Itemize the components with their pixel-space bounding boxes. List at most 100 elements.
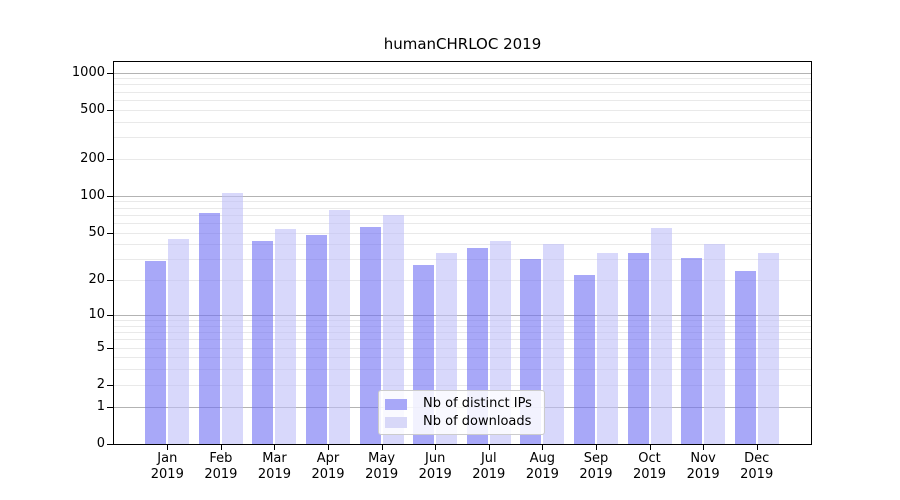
y-tick-label: 50 xyxy=(88,224,105,240)
minor-gridline xyxy=(113,222,812,224)
x-tick xyxy=(649,445,651,450)
x-tick xyxy=(435,445,437,450)
x-tick-year: 2019 xyxy=(525,467,559,482)
bar-downloads-feb xyxy=(221,193,243,444)
x-tick xyxy=(274,445,276,450)
y-tick xyxy=(107,232,113,234)
y-tick xyxy=(107,280,113,282)
minor-gridline xyxy=(113,84,812,86)
x-tick xyxy=(488,445,490,450)
bar-downloads-dec xyxy=(757,252,779,444)
x-tick-label: Apr 2019 xyxy=(296,451,360,483)
minor-gridline xyxy=(113,99,812,101)
x-tick-label: Mar 2019 xyxy=(242,451,306,483)
x-tick-month: Oct xyxy=(638,451,661,466)
legend: Nb of distinct IPs Nb of downloads xyxy=(378,390,545,435)
y-tick xyxy=(107,406,113,408)
major-gridline xyxy=(113,72,812,74)
y-tick xyxy=(107,195,113,197)
x-tick-label: Dec 2019 xyxy=(725,451,789,483)
bar-distinct-ips-oct xyxy=(627,252,649,444)
x-tick-year: 2019 xyxy=(686,467,720,482)
x-tick-month: Jun xyxy=(425,451,446,466)
x-tick-month: Nov xyxy=(690,451,716,466)
bar-distinct-ips-apr xyxy=(306,234,328,444)
y-tick xyxy=(107,158,113,160)
y-tick-label: 10 xyxy=(88,307,105,323)
left-spine xyxy=(113,61,114,445)
x-tick-year: 2019 xyxy=(472,467,506,482)
x-tick-month: Aug xyxy=(529,451,556,466)
x-tick-month: May xyxy=(368,451,396,466)
x-tick-year: 2019 xyxy=(311,467,345,482)
plot-area xyxy=(113,61,812,444)
bar-downloads-jan xyxy=(168,239,190,444)
bar-downloads-aug xyxy=(543,244,565,444)
minor-gridline xyxy=(113,369,812,371)
x-tick-month: Apr xyxy=(316,451,340,466)
x-tick-month: Jan xyxy=(157,451,178,466)
x-tick-year: 2019 xyxy=(204,467,238,482)
x-tick-month: Sep xyxy=(583,451,609,466)
bar-downloads-sep xyxy=(596,252,618,444)
bar-distinct-ips-sep xyxy=(573,275,595,444)
x-tick-month: Feb xyxy=(209,451,233,466)
major-gridline xyxy=(113,195,812,197)
y-tick-label: 100 xyxy=(80,187,105,203)
minor-gridline xyxy=(113,384,812,386)
major-gridline xyxy=(113,315,812,317)
minor-gridline xyxy=(113,207,812,209)
x-tick-label: May 2019 xyxy=(350,451,414,483)
legend-swatch-downloads xyxy=(385,416,407,428)
legend-item-downloads: Nb of downloads xyxy=(385,414,544,430)
minor-gridline xyxy=(113,280,812,282)
bar-downloads-mar xyxy=(275,228,297,444)
minor-gridline xyxy=(113,347,812,349)
x-tick-year: 2019 xyxy=(632,467,667,482)
bar-distinct-ips-nov xyxy=(681,257,703,444)
minor-gridline xyxy=(113,201,812,203)
right-spine xyxy=(811,61,812,445)
x-tick-label: Oct 2019 xyxy=(618,451,682,483)
x-tick xyxy=(756,445,758,450)
minor-gridline xyxy=(113,339,812,341)
y-tick xyxy=(107,315,113,317)
x-tick-year: 2019 xyxy=(579,467,613,482)
x-tick-month: Jul xyxy=(480,451,497,466)
minor-gridline xyxy=(113,109,812,111)
minor-gridline xyxy=(113,158,812,160)
x-tick xyxy=(328,445,330,450)
x-tick-label: Jul 2019 xyxy=(457,451,521,483)
bar-downloads-may xyxy=(382,214,404,444)
x-tick-label: Nov 2019 xyxy=(671,451,735,483)
minor-gridline xyxy=(113,357,812,359)
x-tick-year: 2019 xyxy=(257,467,291,482)
legend-label-distinct-ips: Nb of distinct IPs xyxy=(423,396,532,411)
minor-gridline xyxy=(113,121,812,123)
x-tick xyxy=(381,445,383,450)
minor-gridline xyxy=(113,259,812,261)
bar-distinct-ips-mar xyxy=(252,240,274,444)
minor-gridline xyxy=(113,78,812,80)
minor-gridline xyxy=(113,137,812,139)
y-tick xyxy=(107,384,113,386)
bottom-spine xyxy=(113,444,812,445)
x-tick-label: Aug 2019 xyxy=(510,451,574,483)
top-spine xyxy=(113,61,812,62)
chart-title: humanCHRLOC 2019 xyxy=(383,35,542,53)
x-tick-label: Sep 2019 xyxy=(564,451,628,483)
y-tick-label: 2 xyxy=(96,376,105,392)
x-tick-month: Dec xyxy=(744,451,770,466)
x-tick xyxy=(542,445,544,450)
x-tick-year: 2019 xyxy=(150,467,184,482)
bar-distinct-ips-jan xyxy=(145,261,167,444)
minor-gridline xyxy=(113,332,812,334)
y-tick-label: 500 xyxy=(80,101,105,117)
x-tick-label: Feb 2019 xyxy=(189,451,253,483)
legend-swatch-distinct-ips xyxy=(385,398,407,410)
legend-item-distinct-ips: Nb of distinct IPs xyxy=(385,396,544,412)
bar-downloads-apr xyxy=(329,210,351,444)
x-tick xyxy=(167,445,169,450)
bar-downloads-oct xyxy=(650,227,672,444)
